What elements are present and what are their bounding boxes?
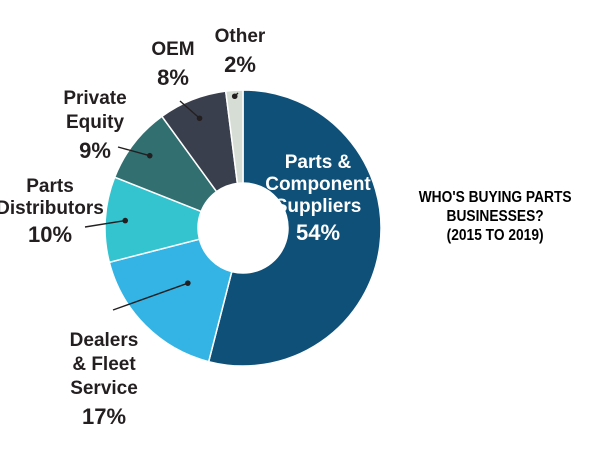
slice-1 (108, 238, 233, 363)
chart-title-line-2: BUSINESSES? (446, 208, 544, 225)
slice-label-5-line-0: Other (215, 26, 266, 47)
slice-label-3: Private Equity 9% (63, 88, 153, 163)
slice-label-0-line-1: Component (265, 174, 371, 195)
chart-title: WHO'S BUYING PARTS BUSINESSES? (2015 TO … (416, 188, 574, 245)
leader-dot-4 (196, 115, 203, 122)
slice-label-1-line-0: Dealers (70, 330, 139, 351)
slice-pct-2: 10% (28, 222, 72, 247)
slice-label-3-line-1: Equity (66, 112, 124, 133)
leader-line-2 (84, 219, 126, 228)
slice-pct-3: 9% (79, 138, 111, 163)
slice-pct-4: 8% (157, 65, 189, 90)
slice-label-4-line-0: OEM (151, 39, 194, 60)
slice-label-5: Other 2% (215, 26, 266, 100)
slice-label-1-line-2: Service (70, 378, 138, 399)
slice-pct-5: 2% (224, 52, 256, 77)
leader-dot-5 (231, 93, 238, 100)
leader-dot-2 (122, 217, 129, 224)
slice-label-2-line-0: Parts (26, 176, 74, 197)
slice-0 (207, 89, 382, 367)
slice-5 (224, 89, 244, 185)
slice-pct-0: 54% (296, 220, 340, 245)
slice-label-2-line-1: Distributors (0, 198, 104, 219)
slice-label-1-line-1: & Fleet (72, 354, 136, 375)
slice-label-4: OEM 8% (151, 39, 203, 122)
leader-line-3 (117, 146, 150, 157)
slice-label-3-line-0: Private (63, 88, 126, 109)
leader-line-4 (179, 100, 201, 119)
slice-pct-1: 17% (82, 404, 126, 429)
chart-title-line-3: (2015 TO 2019) (446, 227, 544, 244)
chart-title-line-1: WHO'S BUYING PARTS (418, 189, 572, 206)
slice-label-0-line-0: Parts & (285, 152, 352, 173)
leader-dot-1 (185, 280, 191, 286)
slice-label-0-line-2: Suppliers (275, 196, 362, 217)
leader-dot-3 (146, 152, 153, 159)
leader-line-1 (112, 282, 189, 311)
slice-label-1: Dealers & Fleet Service 17% (70, 280, 191, 429)
